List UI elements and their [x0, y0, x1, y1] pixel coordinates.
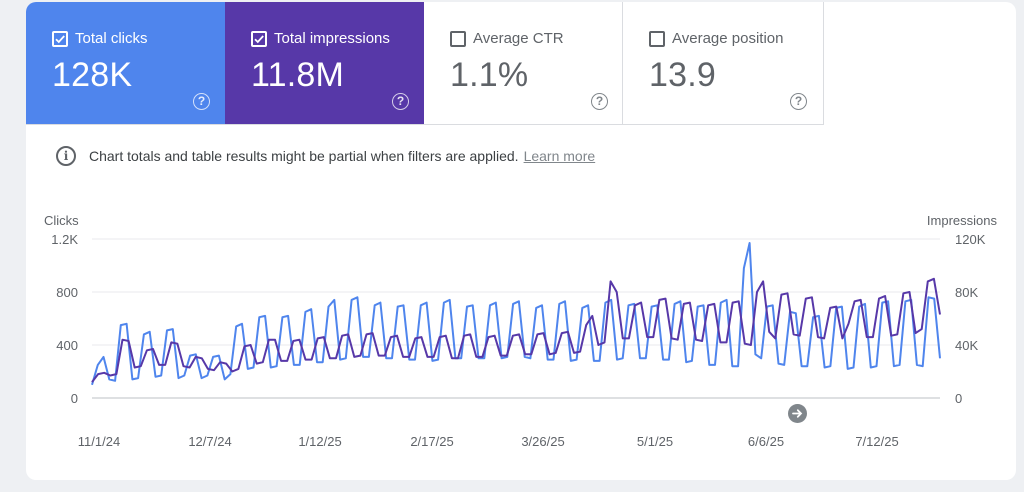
help-icon[interactable]: ? — [193, 93, 210, 110]
metric-label: Total impressions — [274, 30, 390, 47]
filter-notice: i Chart totals and table results might b… — [56, 145, 595, 167]
arrow-right-icon — [792, 409, 803, 418]
metric-label: Average CTR — [473, 30, 564, 47]
right-tick-label: 0 — [955, 391, 962, 406]
checkbox-checked-icon[interactable] — [251, 31, 267, 47]
learn-more-link[interactable]: Learn more — [523, 148, 596, 164]
checkbox-checked-icon[interactable] — [52, 31, 68, 47]
checkbox-unchecked-icon[interactable] — [649, 31, 665, 47]
help-icon[interactable]: ? — [591, 93, 608, 110]
x-tick-label: 2/17/25 — [410, 434, 453, 449]
notice-text: Chart totals and table results might be … — [89, 148, 519, 164]
x-tick-label: 3/26/25 — [521, 434, 564, 449]
checkbox-unchecked-icon[interactable] — [450, 31, 466, 47]
left-axis-title: Clicks — [44, 213, 79, 228]
left-tick-label: 1.2K — [51, 232, 78, 247]
metric-value: 128K — [52, 56, 133, 94]
chart-scroll-right-button[interactable] — [788, 404, 807, 423]
info-icon: i — [56, 146, 76, 166]
metric-label: Average position — [672, 30, 784, 47]
x-tick-label: 6/6/25 — [748, 434, 784, 449]
clicks-series-line — [91, 242, 941, 386]
metric-value: 1.1% — [450, 56, 529, 94]
left-tick-label: 400 — [56, 338, 78, 353]
metric-tiles: Total clicks 128K ? Total impressions 11… — [26, 2, 824, 125]
metric-value: 11.8M — [251, 56, 344, 94]
x-tick-label: 7/12/25 — [855, 434, 898, 449]
metric-tile-total-clicks[interactable]: Total clicks 128K ? — [26, 2, 225, 125]
impressions-series-line — [91, 277, 941, 383]
metric-label: Total clicks — [75, 30, 148, 47]
x-tick-label: 12/7/24 — [188, 434, 231, 449]
performance-chart[interactable]: Clicks Impressions 1.2K 120K 800 80K 400 40K 0 0 1… — [26, 2, 1016, 480]
help-icon[interactable]: ? — [392, 93, 409, 110]
right-tick-label: 40K — [955, 338, 978, 353]
x-tick-label: 5/1/25 — [637, 434, 673, 449]
x-tick-label: 11/1/24 — [78, 434, 120, 449]
performance-card: Total clicks 128K ? Total impressions 11… — [26, 2, 1016, 480]
metric-value: 13.9 — [649, 56, 716, 94]
metric-tile-total-impressions[interactable]: Total impressions 11.8M ? — [225, 2, 424, 125]
right-tick-label: 120K — [955, 232, 986, 247]
right-tick-label: 80K — [955, 285, 978, 300]
metric-tile-average-ctr[interactable]: Average CTR 1.1% ? — [424, 2, 623, 125]
left-tick-label: 0 — [71, 391, 78, 406]
x-tick-label: 1/12/25 — [298, 434, 341, 449]
right-axis-title: Impressions — [927, 213, 998, 228]
metric-tile-average-position[interactable]: Average position 13.9 ? — [623, 2, 824, 125]
left-tick-label: 800 — [56, 285, 78, 300]
help-icon[interactable]: ? — [790, 93, 807, 110]
